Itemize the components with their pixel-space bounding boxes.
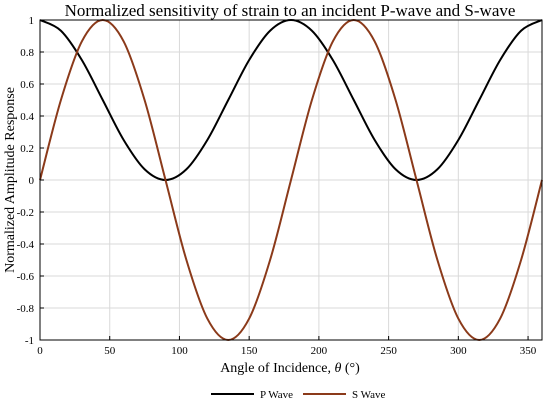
series-line-p-wave [39, 18, 543, 182]
x-tick-label: 0 [37, 345, 43, 357]
y-tick-label: 0.8 [20, 47, 34, 59]
y-tick-label: -0.6 [17, 271, 35, 283]
y-tick-label: 0 [29, 175, 35, 187]
tick-labels: 0 50 100 150 200 250 300 350 1 0.8 0.6 0.4 0.2 0 -0.2 -… [17, 15, 537, 357]
x-axis-label-unit: (°) [341, 361, 360, 376]
y-tick-label: 0.6 [20, 79, 34, 91]
x-tick-label: 200 [311, 345, 328, 357]
series-line-s-wave [39, 18, 543, 342]
x-tick-label: 300 [450, 345, 467, 357]
chart-title: Normalized sensitivity of strain to an i… [65, 1, 516, 20]
x-axis-label-symbol: θ [334, 361, 341, 376]
y-tick-label: 0.2 [20, 143, 34, 155]
y-tick-label: -0.2 [17, 207, 34, 219]
legend: P Wave S Wave [211, 389, 386, 401]
x-tick-label: 50 [104, 345, 116, 357]
x-tick-label: 100 [171, 345, 188, 357]
y-tick-label: 1 [29, 15, 35, 27]
y-tick-label: -0.4 [17, 239, 35, 251]
y-tick-label: -0.8 [17, 303, 35, 315]
x-axis-label-text: Angle of Incidence, [220, 361, 334, 376]
x-tick-label: 250 [380, 345, 397, 357]
x-axis-label: Angle of Incidence, θ (°) [220, 361, 360, 376]
y-tick-label: -1 [25, 335, 34, 347]
y-axis-label: Normalized Amplitude Response [3, 87, 18, 273]
x-tick-label: 150 [241, 345, 258, 357]
legend-label-s-wave: S Wave [352, 389, 386, 401]
legend-label-p-wave: P Wave [260, 389, 293, 401]
y-tick-label: 0.4 [20, 111, 34, 123]
x-tick-label: 350 [520, 345, 537, 357]
